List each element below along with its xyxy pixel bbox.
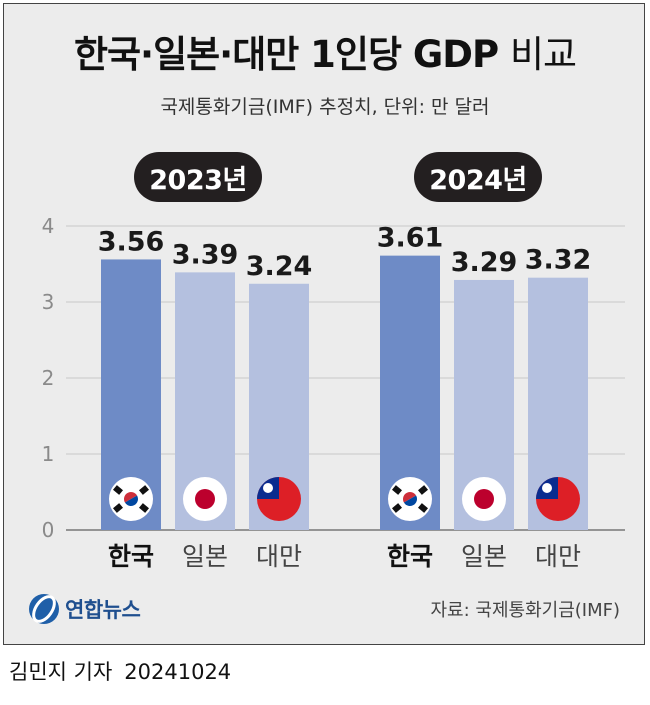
y-tick-label: 0 <box>42 518 55 542</box>
value-label: 3.61 <box>377 223 444 254</box>
y-tick-label: 3 <box>42 290 55 314</box>
yonhap-logo-icon <box>29 594 59 624</box>
chart-title: 한국·일본·대만 1인당 GDP 비교 <box>73 33 577 76</box>
japan-flag-icon <box>462 477 506 521</box>
category-label: 한국 <box>387 542 433 571</box>
chart-subtitle: 국제통화기금(IMF) 추정치, 단위: 만 달러 <box>160 96 490 118</box>
byline: 김민지 기자 20241024 <box>9 656 231 686</box>
value-label: 3.24 <box>246 251 313 282</box>
year-badge-2023: 2023년 <box>134 152 262 202</box>
japan-flag-icon <box>183 477 227 521</box>
category-label: 한국 <box>108 542 154 571</box>
value-label: 3.29 <box>451 247 518 278</box>
reporter-name: 김민지 기자 <box>9 660 113 684</box>
category-label: 일본 <box>461 542 507 571</box>
value-label: 3.32 <box>525 245 592 276</box>
y-tick-label: 1 <box>42 442 55 466</box>
value-label: 3.56 <box>98 226 165 257</box>
category-label: 일본 <box>182 542 228 571</box>
taiwan-flag-icon <box>536 477 580 521</box>
y-tick-label: 2 <box>42 366 55 390</box>
category-label: 대만 <box>256 542 302 571</box>
logo-text: 연합뉴스 <box>65 598 141 622</box>
korea-flag-icon <box>388 477 432 521</box>
yonhap-logo: 연합뉴스 <box>25 590 141 628</box>
year-badge-2024: 2024년 <box>414 152 542 202</box>
publish-date: 20241024 <box>124 660 232 684</box>
value-label: 3.39 <box>172 239 239 270</box>
korea-flag-icon <box>109 477 153 521</box>
category-label: 대만 <box>535 542 581 571</box>
taiwan-flag-icon <box>257 477 301 521</box>
y-tick-label: 4 <box>42 214 55 238</box>
source-note: 자료: 국제통화기금(IMF) <box>430 600 620 621</box>
